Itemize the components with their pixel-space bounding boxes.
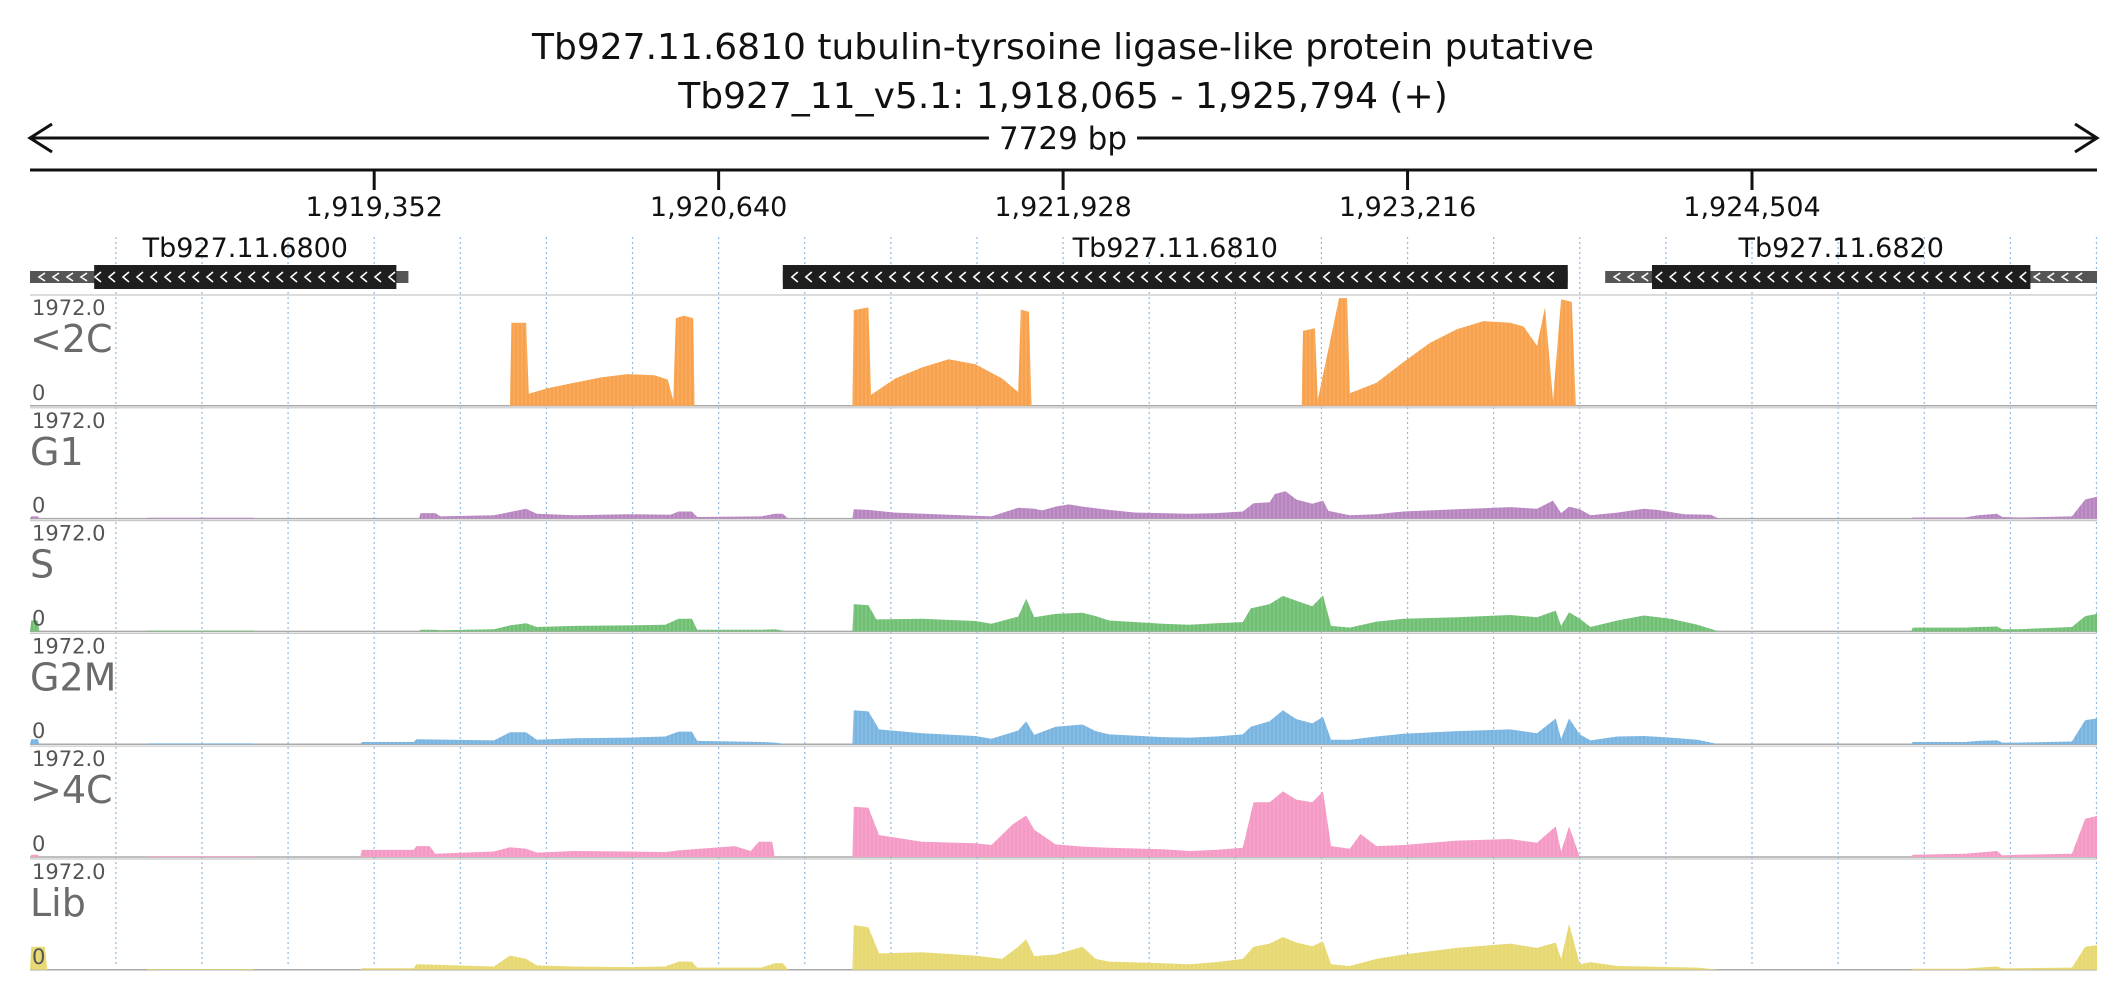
coverage-area (30, 710, 2097, 745)
coverage-track: 1972.0 0 <2C (30, 294, 2097, 407)
track-label: <2C (30, 317, 113, 361)
x-tick-label: 1,919,352 (305, 192, 442, 223)
coverage-track: 1972.0 0 G2M (30, 632, 2097, 745)
coverage-bar-texture (30, 923, 2095, 970)
coverage-area (30, 791, 2097, 857)
gene-feature: Tb927.11.6820 (1605, 233, 2097, 289)
coverage-area (30, 595, 2097, 632)
chart-subtitle: Tb927_11_v5.1: 1,918,065 - 1,925,794 (+) (677, 76, 1448, 117)
x-tick-label: 1,921,928 (994, 192, 1131, 223)
coverage-track: 1972.0 0 Lib (30, 858, 2097, 971)
gene-feature: Tb927.11.6800 (30, 233, 409, 289)
track-scale-min: 0 (32, 719, 45, 743)
track-scale-min: 0 (32, 606, 45, 630)
coverage-bar-texture (30, 491, 2095, 519)
track-scale-max: 1972.0 (32, 747, 105, 771)
track-scale-max: 1972.0 (32, 860, 105, 884)
gene-label: Tb927.11.6800 (142, 233, 348, 264)
coverage-track: 1972.0 0 S (30, 519, 2097, 633)
strand-arrow-icon (790, 271, 1555, 283)
gene-cds (1651, 265, 2031, 289)
track-label: >4C (30, 768, 113, 812)
track-scale-min: 0 (32, 381, 45, 405)
track-scale-min: 0 (32, 832, 45, 856)
track-label: S (30, 543, 54, 587)
track-scale-min: 0 (32, 945, 45, 969)
coverage-bar-texture (30, 710, 2095, 745)
gene-annotation-track: Tb927.11.6800 Tb927.11.6810 Tb927.11.6820 (30, 233, 2097, 289)
strand-arrow-icon (1612, 271, 2083, 283)
track-label: G1 (30, 430, 84, 474)
coverage-track: 1972.0 0 G1 (30, 407, 2097, 520)
x-tick-label: 1,920,640 (650, 192, 787, 223)
chart-title: Tb927.11.6810 tubulin-tyrsoine ligase-li… (531, 27, 1594, 68)
coverage-bar-texture (510, 298, 1576, 406)
span-indicator: 7729 bp (27, 121, 2100, 157)
gene-label: Tb927.11.6810 (1072, 233, 1278, 264)
strand-arrow-icon (37, 271, 396, 283)
coverage-bar-texture (30, 595, 2095, 632)
x-tick-label: 1,923,216 (1339, 192, 1476, 223)
gene-label: Tb927.11.6820 (1737, 233, 1943, 264)
x-axis-ticks: 1,919,352 1,920,640 1,921,928 1,923,216 1,92… (305, 170, 1821, 223)
coverage-area (30, 491, 2097, 519)
track-label: G2M (30, 655, 116, 699)
track-label: Lib (30, 881, 86, 925)
span-label: 7729 bp (999, 121, 1127, 157)
track-scale-max: 1972.0 (32, 409, 105, 433)
track-scale-max: 1972.0 (32, 522, 105, 546)
gene-feature: Tb927.11.6810 (782, 233, 1568, 289)
gene-cds (94, 265, 397, 289)
coverage-area (30, 923, 2097, 970)
track-scale-min: 0 (32, 494, 45, 518)
coverage-bar-texture (30, 791, 2095, 857)
x-tick-label: 1,924,504 (1683, 192, 1820, 223)
span-arrow-right-icon (2074, 122, 2100, 154)
coverage-area (510, 298, 1576, 406)
track-scale-max: 1972.0 (32, 296, 105, 320)
coverage-track: 1972.0 0 >4C (30, 745, 2097, 858)
track-scale-max: 1972.0 (32, 634, 105, 658)
span-arrow-left-icon (27, 122, 53, 154)
grid-lines (115, 237, 2098, 966)
